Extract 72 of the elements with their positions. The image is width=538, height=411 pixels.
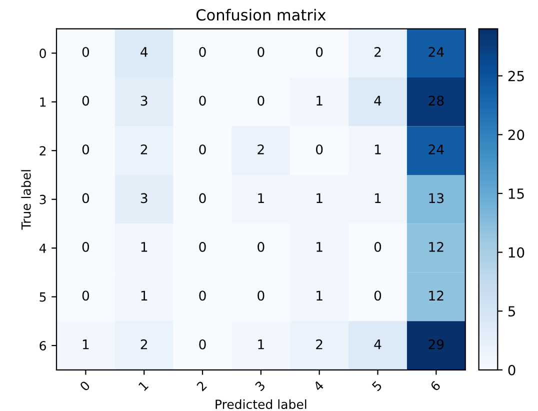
data-label: 0 bbox=[82, 144, 90, 154]
color-bar-label: 25 bbox=[508, 70, 524, 82]
data-label: 4 bbox=[374, 340, 382, 350]
y-tick-label: 5 bbox=[40, 292, 46, 302]
data-label: 13 bbox=[429, 193, 444, 204]
data-label: 0 bbox=[258, 242, 264, 252]
data-label: 0 bbox=[316, 46, 323, 57]
data-label: 0 bbox=[258, 290, 264, 301]
data-label: 1 bbox=[258, 193, 264, 203]
x-tick-label: 5 bbox=[372, 380, 382, 392]
data-label: 0 bbox=[199, 242, 206, 252]
data-label: 1 bbox=[141, 290, 148, 300]
y-axis-title: True label bbox=[21, 170, 31, 230]
x-tick-label: 0 bbox=[79, 380, 90, 392]
color-bar-label: 15 bbox=[508, 188, 524, 199]
x-tick-label: 1 bbox=[138, 380, 149, 391]
data-label: 0 bbox=[82, 96, 90, 106]
data-label: 4 bbox=[374, 96, 382, 106]
data-label: 2 bbox=[374, 46, 381, 57]
data-label: 0 bbox=[82, 193, 90, 204]
y-tick-label: 3 bbox=[40, 194, 46, 204]
data-label: 1 bbox=[82, 340, 89, 350]
data-label: 0 bbox=[258, 46, 264, 57]
data-label: 28 bbox=[428, 96, 444, 106]
data-label: 2 bbox=[258, 144, 264, 154]
data-label: 4 bbox=[140, 47, 148, 57]
y-tick-label: 0 bbox=[40, 48, 46, 58]
data-label: 0 bbox=[82, 242, 90, 252]
data-label: 0 bbox=[199, 339, 206, 350]
color-bar-label: 0 bbox=[508, 364, 516, 376]
data-label: 0 bbox=[199, 144, 206, 154]
data-label: 12 bbox=[429, 290, 444, 300]
data-label: 0 bbox=[199, 290, 206, 301]
data-label: 3 bbox=[140, 96, 148, 106]
data-label: 0 bbox=[199, 46, 206, 57]
chart-title: Confusion matrix bbox=[196, 8, 326, 21]
data-label: 0 bbox=[82, 46, 90, 57]
y-tick-label: 2 bbox=[40, 146, 46, 156]
x-tick-label: 2 bbox=[196, 380, 207, 392]
x-tick-label: 3 bbox=[254, 380, 266, 392]
y-tick-label: 4 bbox=[39, 244, 46, 253]
color-bar-label: 20 bbox=[508, 130, 524, 140]
data-label: 1 bbox=[316, 96, 322, 106]
data-label: 1 bbox=[316, 193, 322, 203]
color-bar-label: 10 bbox=[508, 247, 524, 258]
data-label: 2 bbox=[316, 339, 322, 350]
data-label: 0 bbox=[374, 290, 382, 301]
data-label: 1 bbox=[141, 242, 148, 252]
y-tick-label: 1 bbox=[40, 98, 46, 107]
data-label: 2 bbox=[140, 339, 147, 350]
x-tick-label: 4 bbox=[312, 380, 324, 392]
data-label: 29 bbox=[428, 339, 444, 350]
data-label: 0 bbox=[199, 193, 206, 204]
y-tick-label: 6 bbox=[40, 341, 46, 350]
data-label: 1 bbox=[375, 193, 381, 203]
data-label: 1 bbox=[375, 144, 381, 154]
data-label: 1 bbox=[258, 340, 264, 350]
data-label: 12 bbox=[429, 242, 444, 252]
data-label: 2 bbox=[140, 144, 147, 154]
data-label: 0 bbox=[258, 96, 264, 106]
data-label: 0 bbox=[199, 96, 206, 106]
data-label: 0 bbox=[82, 290, 90, 301]
data-label: 24 bbox=[428, 46, 444, 57]
x-tick-label: 6 bbox=[430, 380, 441, 392]
data-label: 3 bbox=[140, 193, 148, 204]
data-label: 1 bbox=[316, 290, 322, 300]
data-label: 24 bbox=[428, 144, 444, 154]
color-bar-label: 5 bbox=[508, 306, 515, 317]
data-label: 0 bbox=[374, 242, 382, 252]
x-axis-title: Predicted label bbox=[216, 399, 306, 410]
data-label: 1 bbox=[316, 242, 322, 252]
data-label: 0 bbox=[316, 144, 323, 154]
